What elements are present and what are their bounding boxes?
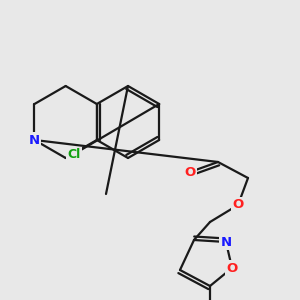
Text: N: N <box>29 134 40 146</box>
Text: N: N <box>220 236 232 248</box>
Text: O: O <box>232 199 244 212</box>
Text: O: O <box>184 166 196 178</box>
Text: Cl: Cl <box>68 148 81 160</box>
Text: O: O <box>226 262 238 275</box>
